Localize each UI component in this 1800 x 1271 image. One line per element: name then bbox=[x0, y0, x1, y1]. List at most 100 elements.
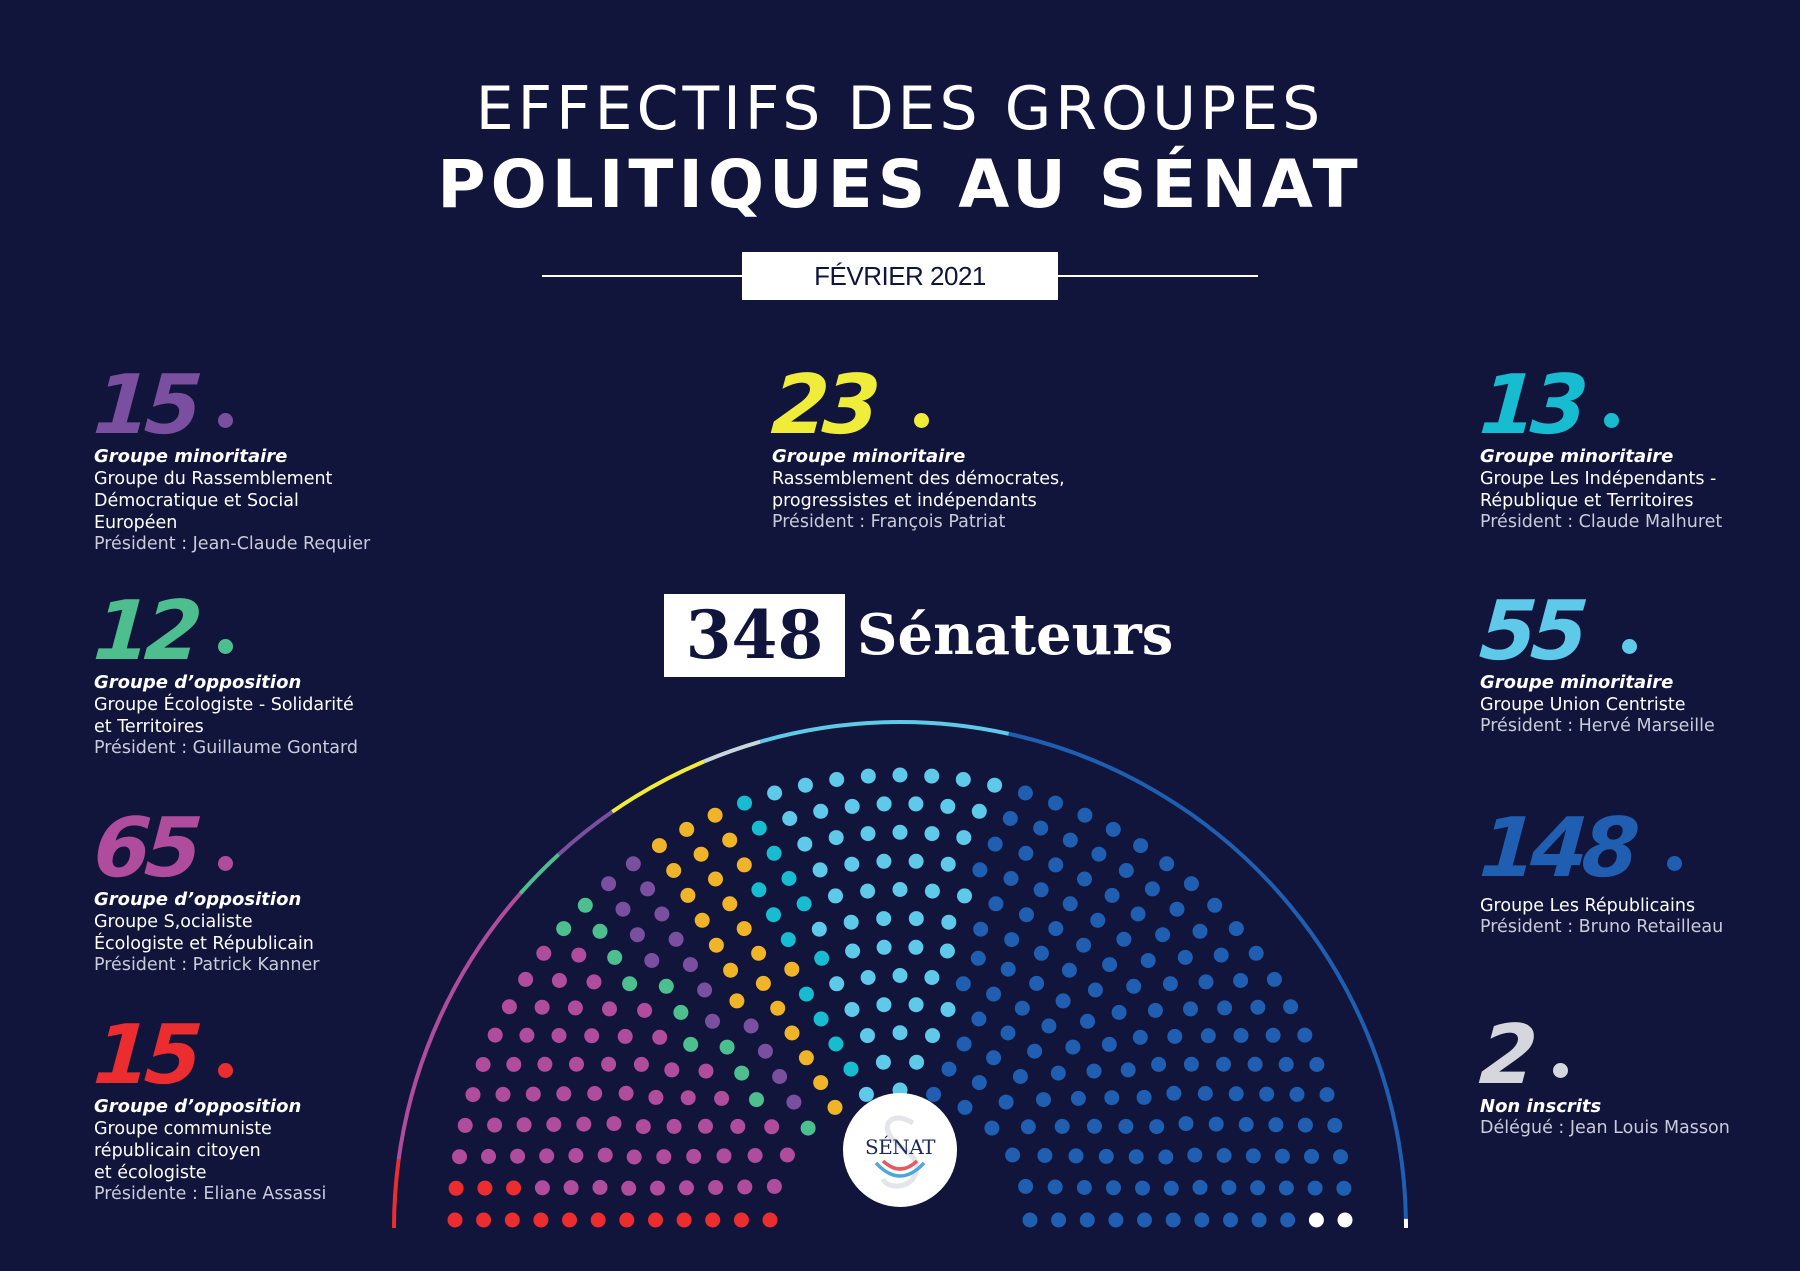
seat-dot bbox=[518, 971, 534, 987]
seat-dot bbox=[1304, 1148, 1319, 1164]
seat-dot bbox=[784, 1025, 800, 1041]
group-color-dot bbox=[218, 413, 234, 429]
seat-dot bbox=[1076, 1180, 1092, 1195]
group-name-line: Groupe Les Républicains bbox=[1480, 896, 1696, 916]
seat-dot bbox=[1004, 932, 1020, 948]
seat-dot bbox=[1090, 912, 1106, 928]
seat-dot bbox=[1217, 1000, 1233, 1016]
seat-dot bbox=[971, 1075, 987, 1091]
seat-dot bbox=[622, 976, 638, 992]
group-card-rdse: 15 Groupe minoritaire Groupe du Rassembl… bbox=[91, 358, 424, 555]
seat-dot bbox=[1120, 1062, 1136, 1078]
seat-dot bbox=[551, 1028, 567, 1043]
seat-dot bbox=[1077, 871, 1092, 887]
group-kind: Groupe d’opposition bbox=[94, 1096, 302, 1117]
seat-dot bbox=[447, 1212, 463, 1228]
seat-dot bbox=[940, 798, 956, 814]
seat-dot bbox=[956, 1036, 972, 1052]
seat-dot bbox=[1245, 1148, 1261, 1164]
group-name-line: Groupe Union Centriste bbox=[1480, 695, 1686, 715]
seat-dot bbox=[1136, 1089, 1152, 1105]
seat-dot bbox=[1147, 1002, 1163, 1018]
seat-dot bbox=[1309, 1057, 1325, 1072]
seat-dot bbox=[1087, 982, 1103, 998]
seat-dot bbox=[694, 912, 710, 928]
seat-dot bbox=[1307, 1180, 1323, 1196]
seat-dot bbox=[828, 830, 844, 846]
seat-dot bbox=[829, 976, 845, 992]
seat-dot bbox=[698, 1118, 713, 1134]
seat-dot bbox=[680, 1090, 696, 1106]
group-president: Président : Patrick Kanner bbox=[94, 955, 320, 975]
group-name-line: Groupe S,ocialiste bbox=[94, 912, 253, 932]
seat-dot bbox=[698, 1063, 714, 1079]
seat-dot bbox=[1102, 957, 1118, 973]
seat-dot bbox=[767, 785, 783, 801]
seat-dot bbox=[1133, 838, 1149, 854]
seat-dot bbox=[908, 911, 924, 927]
seat-dot bbox=[1062, 832, 1078, 848]
seat-dot bbox=[650, 1180, 665, 1196]
seat-dot bbox=[1278, 1180, 1294, 1196]
seat-dot bbox=[1274, 1148, 1290, 1164]
seat-dot bbox=[1308, 1212, 1324, 1228]
seat-dot bbox=[481, 1148, 496, 1164]
seat-dot bbox=[602, 1001, 617, 1017]
group-name-line: République et Territoires bbox=[1480, 491, 1694, 511]
seat-dot bbox=[1183, 1056, 1199, 1072]
seat-dot bbox=[651, 838, 667, 854]
seat-dot bbox=[1228, 1086, 1244, 1102]
seat-dot bbox=[737, 795, 752, 811]
seat-dot bbox=[654, 906, 670, 922]
group-president: Présidente : Eliane Assassi bbox=[94, 1184, 327, 1204]
seat-dot bbox=[1061, 962, 1077, 978]
seat-dot bbox=[892, 968, 908, 983]
seat-dot bbox=[556, 1086, 572, 1102]
seat-dot bbox=[475, 1057, 491, 1072]
seat-dot bbox=[858, 1086, 874, 1102]
seat-dot bbox=[577, 897, 593, 913]
seat-dot bbox=[729, 993, 745, 1009]
seat-dot bbox=[984, 1120, 1000, 1136]
seat-dot bbox=[673, 1004, 689, 1020]
title-line-1: EFFECTIFS DES GROUPES bbox=[475, 74, 1325, 144]
seat-dot bbox=[800, 1120, 816, 1136]
seat-dot bbox=[1111, 1004, 1127, 1020]
seat-dot bbox=[722, 896, 738, 912]
seat-dot bbox=[1233, 973, 1249, 988]
seat-dot bbox=[986, 986, 1002, 1002]
group-name-line: et Territoires bbox=[94, 717, 204, 737]
total-senators-count: 348 bbox=[664, 594, 845, 677]
seat-dot bbox=[737, 1179, 753, 1195]
seat-dot bbox=[1018, 1178, 1034, 1194]
seat-dot bbox=[658, 978, 674, 994]
group-color-dot bbox=[914, 413, 930, 429]
seat-dot bbox=[1068, 1148, 1084, 1164]
seat-dot bbox=[1027, 1043, 1043, 1059]
group-name-line: Écologiste et Républicain bbox=[94, 934, 314, 954]
seat-dot bbox=[1041, 1018, 1057, 1034]
seat-dot bbox=[635, 1119, 651, 1135]
seat-dot bbox=[525, 1086, 541, 1102]
arc-segment bbox=[759, 720, 1010, 744]
seat-dot bbox=[682, 957, 698, 973]
seat-dot bbox=[1020, 1119, 1036, 1135]
group-president: Président : François Patriat bbox=[772, 512, 1006, 532]
seat-dot bbox=[772, 1069, 788, 1084]
seat-dot bbox=[766, 907, 781, 923]
seat-dot bbox=[736, 857, 752, 873]
seat-dot bbox=[751, 820, 767, 836]
seat-dot bbox=[714, 1090, 730, 1106]
seat-dot bbox=[1297, 1117, 1313, 1133]
seat-dot bbox=[606, 1116, 622, 1132]
seat-dot bbox=[597, 1147, 613, 1163]
group-name-line: Européen bbox=[94, 513, 178, 533]
group-name-line: Démocratique et Social bbox=[94, 491, 299, 511]
seat-dot bbox=[1005, 1147, 1021, 1163]
seat-dot bbox=[563, 1180, 579, 1196]
seat-dot bbox=[1076, 937, 1092, 953]
group-color-dot bbox=[218, 639, 234, 655]
seat-dot bbox=[621, 1180, 637, 1196]
seat-dot bbox=[781, 871, 797, 886]
seat-dot bbox=[845, 943, 861, 959]
